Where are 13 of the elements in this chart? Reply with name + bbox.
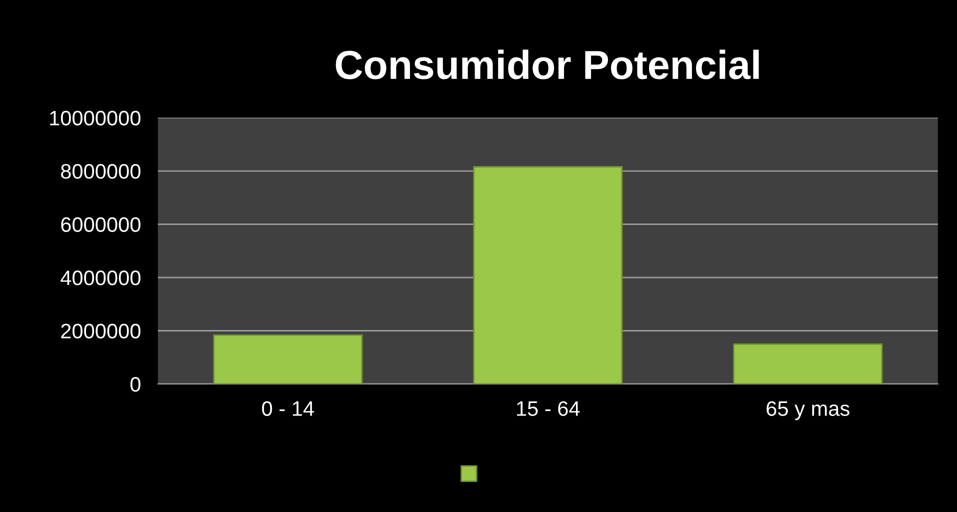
chart-title: Consumidor Potencial xyxy=(336,50,759,80)
bar xyxy=(213,334,363,384)
y-tick-label: 4000000 xyxy=(60,270,140,286)
y-tick-label: 2000000 xyxy=(61,324,140,339)
x-tick-label: 15 - 64 xyxy=(517,401,580,416)
bar xyxy=(473,166,623,384)
y-tick-label: 8000000 xyxy=(61,164,140,179)
bar xyxy=(733,343,883,384)
y-tick-label: 0 xyxy=(130,377,140,392)
x-tick-label: 65 y mas xyxy=(766,401,850,420)
x-tick-label: 0 - 14 xyxy=(262,401,314,416)
y-tick-label: 10000000 xyxy=(50,110,140,126)
y-tick-label: 6000000 xyxy=(61,217,140,232)
